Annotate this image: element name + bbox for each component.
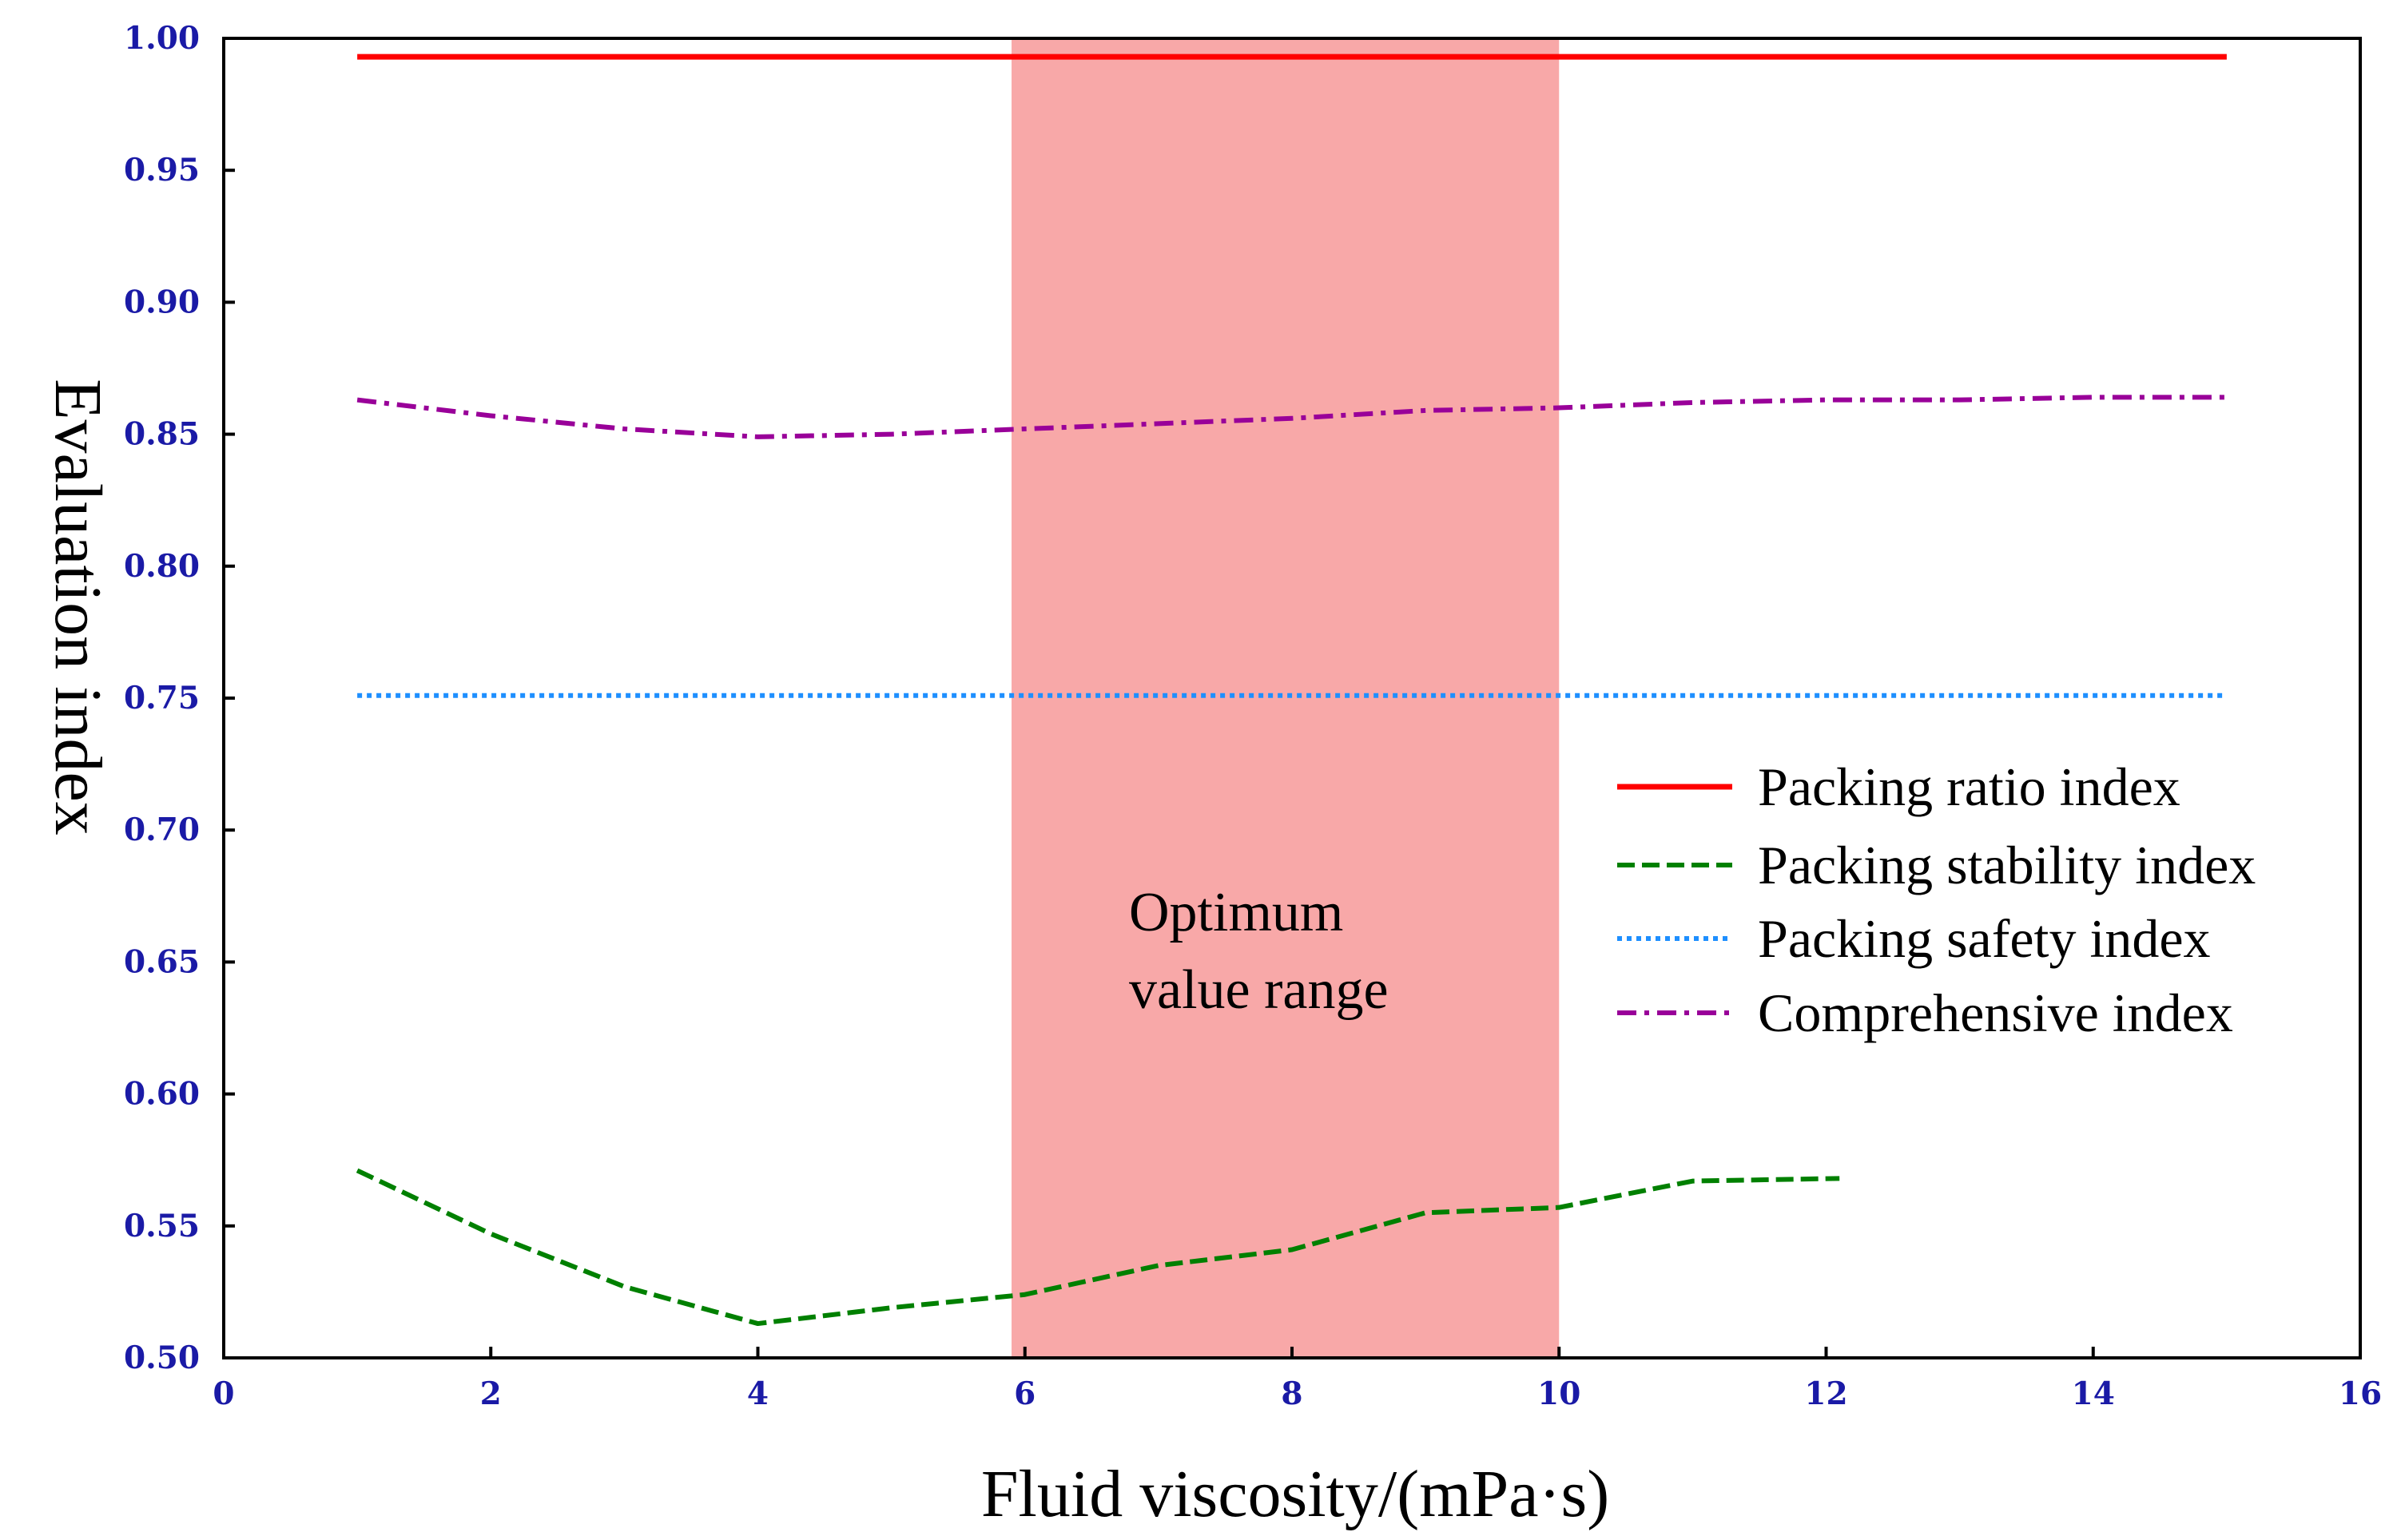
- y-tick-label: 0.75: [124, 680, 200, 716]
- x-axis-title: Fluid viscosity/(mPa·s): [981, 1457, 1609, 1531]
- legend-item-packing-stability: Packing stability index: [1617, 835, 2256, 895]
- data-point-packing-stability-index: [1290, 1248, 1294, 1252]
- data-point-packing-stability-index: [1837, 1176, 1842, 1181]
- data-point-packing-ratio-index: [2224, 54, 2229, 59]
- data-point-comprehensive-index: [1690, 400, 1695, 405]
- data-point-comprehensive-index: [2224, 395, 2229, 399]
- data-point-comprehensive-index: [1290, 416, 1294, 421]
- y-axis-title: Evaluation index: [41, 379, 115, 835]
- x-tick-label: 8: [1281, 1375, 1302, 1412]
- data-point-comprehensive-index: [756, 435, 761, 439]
- y-tick-label: 1.00: [124, 20, 200, 57]
- data-point-packing-stability-index: [889, 1305, 894, 1310]
- data-point-packing-stability-index: [1690, 1179, 1695, 1184]
- data-point-comprehensive-index: [355, 398, 360, 403]
- data-point-packing-stability-index: [1423, 1210, 1428, 1215]
- shading-layer: [1012, 38, 1560, 1358]
- y-tick-label: 0.85: [124, 416, 200, 453]
- x-tick-label: 2: [480, 1375, 502, 1412]
- legend-label-packing-ratio: Packing ratio index: [1758, 756, 2180, 817]
- legend-label-packing-stability: Packing stability index: [1758, 835, 2256, 895]
- x-tick-label: 12: [1804, 1375, 1847, 1412]
- optimum-range-band: [1012, 38, 1560, 1358]
- data-point-packing-ratio-index: [355, 54, 360, 59]
- data-point-comprehensive-index: [2091, 395, 2096, 399]
- data-point-comprehensive-index: [889, 432, 894, 437]
- data-point-packing-stability-index: [355, 1168, 360, 1173]
- data-point-packing-stability-index: [622, 1284, 626, 1289]
- y-tick-label: 0.60: [124, 1076, 200, 1113]
- x-tick-label: 14: [2072, 1375, 2115, 1412]
- data-point-comprehensive-index: [622, 427, 626, 431]
- annotation-line-1: Optimum: [1129, 882, 1343, 943]
- data-point-comprehensive-index: [1556, 406, 1561, 411]
- series-line-packing-stability-index: [356, 1168, 1840, 1327]
- x-tick-label: 4: [747, 1375, 769, 1412]
- y-tick-label: 0.65: [124, 943, 200, 980]
- data-point-comprehensive-index: [1156, 421, 1161, 426]
- data-point-packing-stability-index: [1023, 1292, 1028, 1297]
- data-point-packing-stability-index: [756, 1321, 761, 1326]
- series-layer: [355, 54, 2229, 1327]
- x-tick-label: 10: [1537, 1375, 1580, 1412]
- tick-layer: 0.50 0.55 0.60 0.65 0.70 0.75 0.80 0.85 0.90 0.95…: [124, 20, 2382, 1412]
- y-tick-label: 0.90: [124, 284, 200, 320]
- data-point-packing-stability-index: [488, 1232, 493, 1236]
- data-point-packing-safety-index: [2224, 693, 2229, 698]
- x-tick-label: 0: [213, 1375, 234, 1412]
- series-line-comprehensive-index: [356, 395, 2227, 439]
- y-tick-label: 0.70: [124, 812, 200, 848]
- data-point-packing-stability-index: [1156, 1263, 1161, 1268]
- data-point-comprehensive-index: [1423, 408, 1428, 413]
- x-tick-label: 6: [1014, 1375, 1036, 1412]
- x-tick-label: 16: [2339, 1375, 2382, 1412]
- y-tick-label: 0.50: [124, 1340, 200, 1376]
- legend-item-packing-safety: Packing safety index: [1617, 908, 2211, 969]
- annotation-line-2: value range: [1129, 959, 1389, 1021]
- y-tick-label: 0.55: [124, 1208, 200, 1244]
- y-tick-label: 0.80: [124, 548, 200, 585]
- y-tick-label: 0.95: [124, 152, 200, 189]
- legend-item-packing-ratio: Packing ratio index: [1617, 756, 2180, 817]
- legend-label-packing-safety: Packing safety index: [1758, 908, 2211, 969]
- data-point-comprehensive-index: [1023, 427, 1028, 431]
- legend-label-comprehensive: Comprehensive index: [1758, 982, 2233, 1043]
- data-point-comprehensive-index: [488, 413, 493, 418]
- data-point-packing-stability-index: [1556, 1205, 1561, 1210]
- data-point-packing-safety-index: [355, 693, 360, 698]
- data-point-comprehensive-index: [1958, 398, 1962, 403]
- legend-item-comprehensive: Comprehensive index: [1617, 982, 2233, 1043]
- legend: Packing ratio index Packing stability in…: [1617, 756, 2256, 1043]
- data-point-comprehensive-index: [1824, 398, 1829, 403]
